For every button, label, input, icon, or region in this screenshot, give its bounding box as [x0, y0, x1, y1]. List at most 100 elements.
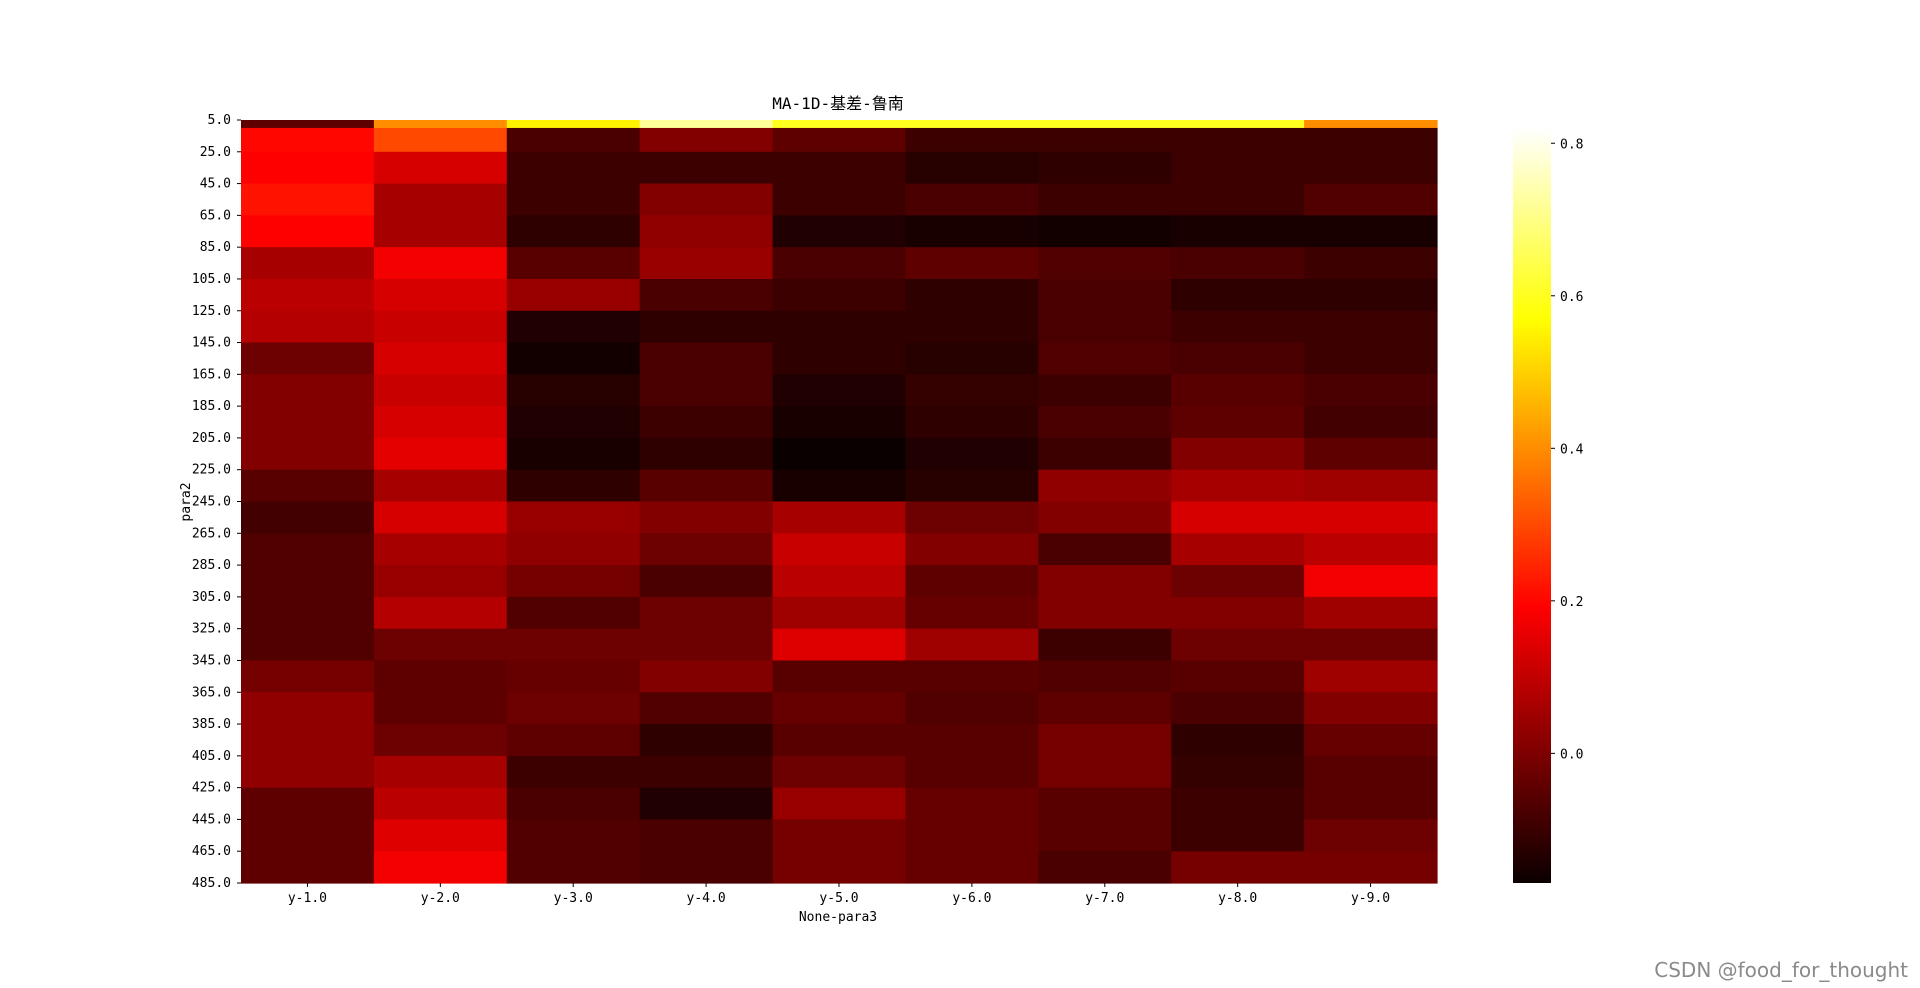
heatmap-cell	[506, 278, 641, 312]
colorbar-tick-label: 0.2	[1560, 595, 1583, 610]
heatmap-cell	[506, 342, 641, 375]
y-tick-label: 45.0	[200, 177, 231, 192]
heatmap-cell	[905, 310, 1039, 344]
colorbar-gradient	[1513, 128, 1551, 883]
heatmap-cell	[241, 501, 375, 534]
heatmap-cell	[1304, 437, 1438, 471]
heatmap-cell	[772, 724, 907, 757]
heatmap-cell	[1038, 278, 1172, 312]
heatmap-cell	[639, 565, 774, 598]
y-tick-label: 365.0	[192, 685, 231, 700]
heatmap-cell	[772, 692, 907, 725]
y-tick-label: 385.0	[192, 717, 231, 732]
heatmap-cell	[373, 310, 508, 344]
heatmap-cell	[772, 342, 907, 375]
heatmap-cell	[241, 437, 375, 471]
heatmap-cell	[639, 120, 774, 129]
heatmap-cell	[639, 469, 774, 503]
heatmap-cell	[241, 374, 375, 407]
heatmap-cell	[1038, 120, 1172, 129]
heatmap-cell	[905, 120, 1039, 129]
heatmap-cell	[905, 501, 1039, 534]
heatmap-cell	[506, 501, 641, 534]
heatmap-cell	[905, 565, 1039, 598]
heatmap-cell	[1038, 183, 1172, 216]
x-tick-label: y-9.0	[1351, 891, 1390, 906]
heatmap-cell	[905, 533, 1039, 566]
x-tick-label: y-2.0	[421, 891, 460, 906]
heatmap-cell	[639, 692, 774, 725]
heatmap-cell	[1304, 247, 1438, 280]
heatmap-cell	[1304, 755, 1438, 789]
colorbar-tick-label: 0.4	[1560, 442, 1584, 457]
heatmap-cell	[772, 278, 907, 312]
heatmap-cell	[772, 183, 907, 216]
y-tick-label: 245.0	[192, 495, 231, 510]
heatmap-cell	[1304, 692, 1438, 725]
heatmap-cell	[639, 787, 774, 821]
heatmap-cell	[772, 565, 907, 598]
heatmap-cell	[373, 278, 508, 312]
heatmap-cell	[506, 851, 641, 884]
heatmap-cell	[905, 755, 1039, 789]
heatmap-cell	[1038, 692, 1172, 725]
heatmap-cell	[506, 151, 641, 185]
heatmap-cell	[241, 469, 375, 503]
heatmap-cell	[639, 851, 774, 884]
heatmap-cell	[1171, 533, 1305, 566]
heatmap-cell	[506, 437, 641, 471]
heatmap-cell	[373, 565, 508, 598]
heatmap-cell	[1304, 127, 1438, 153]
heatmap-cell	[905, 151, 1039, 185]
heatmap-cell	[1038, 127, 1172, 153]
heatmap-cell	[639, 660, 774, 693]
colorbar-tick-label: 0.0	[1560, 747, 1583, 762]
heatmap-cell	[506, 469, 641, 503]
heatmap-cell	[639, 127, 774, 153]
heatmap-cell	[373, 819, 508, 852]
heatmap-cell	[506, 533, 641, 566]
y-tick-label: 225.0	[192, 463, 231, 478]
y-tick-label: 265.0	[192, 526, 231, 541]
heatmap-cell	[639, 151, 774, 185]
heatmap-cell	[241, 310, 375, 344]
heatmap-cell	[506, 660, 641, 693]
heatmap-cell	[772, 310, 907, 344]
y-tick-label: 445.0	[192, 812, 231, 827]
heatmap-cell	[241, 533, 375, 566]
heatmap-cell	[1304, 596, 1438, 630]
heatmap-cell	[905, 247, 1039, 280]
heatmap-cell	[905, 342, 1039, 375]
heatmap-cell	[1304, 151, 1438, 185]
heatmap-cell	[1171, 120, 1305, 129]
x-tick-label: y-6.0	[952, 891, 991, 906]
heatmap-cell	[1038, 851, 1172, 884]
heatmap-cell	[373, 247, 508, 280]
heatmap-cell	[639, 596, 774, 630]
heatmap-cell	[772, 406, 907, 439]
y-tick-label: 345.0	[192, 653, 231, 668]
heatmap-cell	[772, 660, 907, 693]
heatmap-cell	[1304, 406, 1438, 439]
heatmap-cell	[772, 596, 907, 630]
heatmap-cell	[241, 819, 375, 852]
heatmap-cell	[373, 469, 508, 503]
heatmap-cell	[1171, 278, 1305, 312]
heatmap-cell	[1171, 724, 1305, 757]
heatmap-cell	[506, 787, 641, 821]
heatmap-cell	[1038, 342, 1172, 375]
y-tick-label: 125.0	[192, 304, 231, 319]
heatmap-cell	[639, 437, 774, 471]
x-tick-label: y-5.0	[819, 891, 858, 906]
y-axis: 5.0 25.0 45.0 65.0 85.0 105.0 125.0 145.0 165.0 1…	[192, 113, 241, 891]
heatmap-cell	[1171, 819, 1305, 852]
heatmap-cell	[1171, 437, 1305, 471]
heatmap-cell	[373, 787, 508, 821]
heatmap-cell	[1304, 469, 1438, 503]
heatmap-cell	[772, 533, 907, 566]
heatmap-cell	[905, 660, 1039, 693]
heatmap-cell	[905, 628, 1039, 662]
y-tick-label: 305.0	[192, 590, 231, 605]
heatmap-cell	[772, 437, 907, 471]
heatmap-cell	[1038, 406, 1172, 439]
